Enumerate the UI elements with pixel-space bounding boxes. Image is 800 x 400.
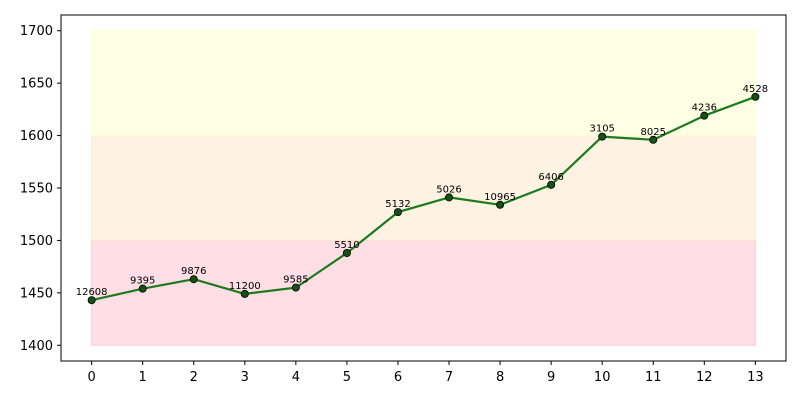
- data-label: 12608: [76, 287, 108, 298]
- x-tick-label: 8: [496, 370, 504, 385]
- x-tick-label: 13: [747, 370, 764, 385]
- data-label: 8025: [641, 127, 666, 138]
- data-label: 9585: [283, 275, 308, 286]
- y-tick-label: 1500: [20, 234, 53, 249]
- y-axis: 1400 1450 1500 1550 1600 1650 1700: [20, 24, 61, 354]
- series-markers: [87, 92, 760, 305]
- y-tick-label: 1400: [20, 339, 53, 354]
- data-point: [496, 200, 505, 209]
- x-axis: 0 1 2 3 4 5 6 7 8 9 10 11 12 13: [87, 361, 764, 385]
- data-point: [393, 208, 402, 217]
- band-0: [91, 239, 756, 346]
- data-label: 9395: [130, 276, 155, 287]
- data-point: [700, 111, 709, 120]
- x-tick-label: 12: [696, 370, 713, 385]
- x-tick-label: 2: [190, 370, 198, 385]
- data-point: [342, 249, 351, 258]
- data-point: [138, 284, 147, 293]
- x-tick-label: 6: [394, 370, 402, 385]
- x-tick-label: 5: [343, 370, 351, 385]
- data-label: 4528: [743, 84, 768, 95]
- data-point: [547, 180, 556, 189]
- data-point: [240, 289, 249, 298]
- background-bands: [91, 30, 756, 346]
- data-label: 5132: [385, 199, 410, 210]
- data-label: 9876: [181, 266, 206, 277]
- y-tick-label: 1450: [20, 286, 53, 301]
- data-point: [189, 275, 198, 284]
- y-tick-label: 1600: [20, 129, 53, 144]
- band-1: [91, 135, 756, 241]
- x-tick-label: 0: [87, 370, 95, 385]
- data-point: [291, 283, 300, 292]
- data-labels: 12608 9395 9876 11200 9585 5510 5132 5026 10965 6…: [76, 84, 768, 298]
- band-2: [91, 30, 756, 137]
- data-label: 5510: [334, 240, 359, 251]
- data-label: 3105: [589, 124, 614, 135]
- x-tick-label: 7: [445, 370, 453, 385]
- x-tick-label: 1: [139, 370, 147, 385]
- y-tick-label: 1700: [20, 24, 53, 39]
- x-tick-label: 4: [292, 370, 300, 385]
- y-tick-label: 1650: [20, 77, 53, 92]
- x-tick-label: 11: [645, 370, 662, 385]
- data-point: [751, 92, 760, 101]
- data-point: [649, 135, 658, 144]
- data-label: 4236: [692, 103, 717, 114]
- data-label: 10965: [484, 192, 516, 203]
- x-tick-label: 3: [241, 370, 249, 385]
- y-tick-label: 1550: [20, 182, 53, 197]
- data-label: 6406: [538, 172, 563, 183]
- data-point: [87, 296, 96, 305]
- data-point: [598, 132, 607, 141]
- data-label: 5026: [436, 184, 461, 195]
- x-tick-label: 10: [594, 370, 611, 385]
- data-point: [445, 193, 454, 202]
- data-label: 11200: [229, 281, 261, 292]
- x-tick-label: 9: [547, 370, 555, 385]
- series-line: [91, 95, 756, 302]
